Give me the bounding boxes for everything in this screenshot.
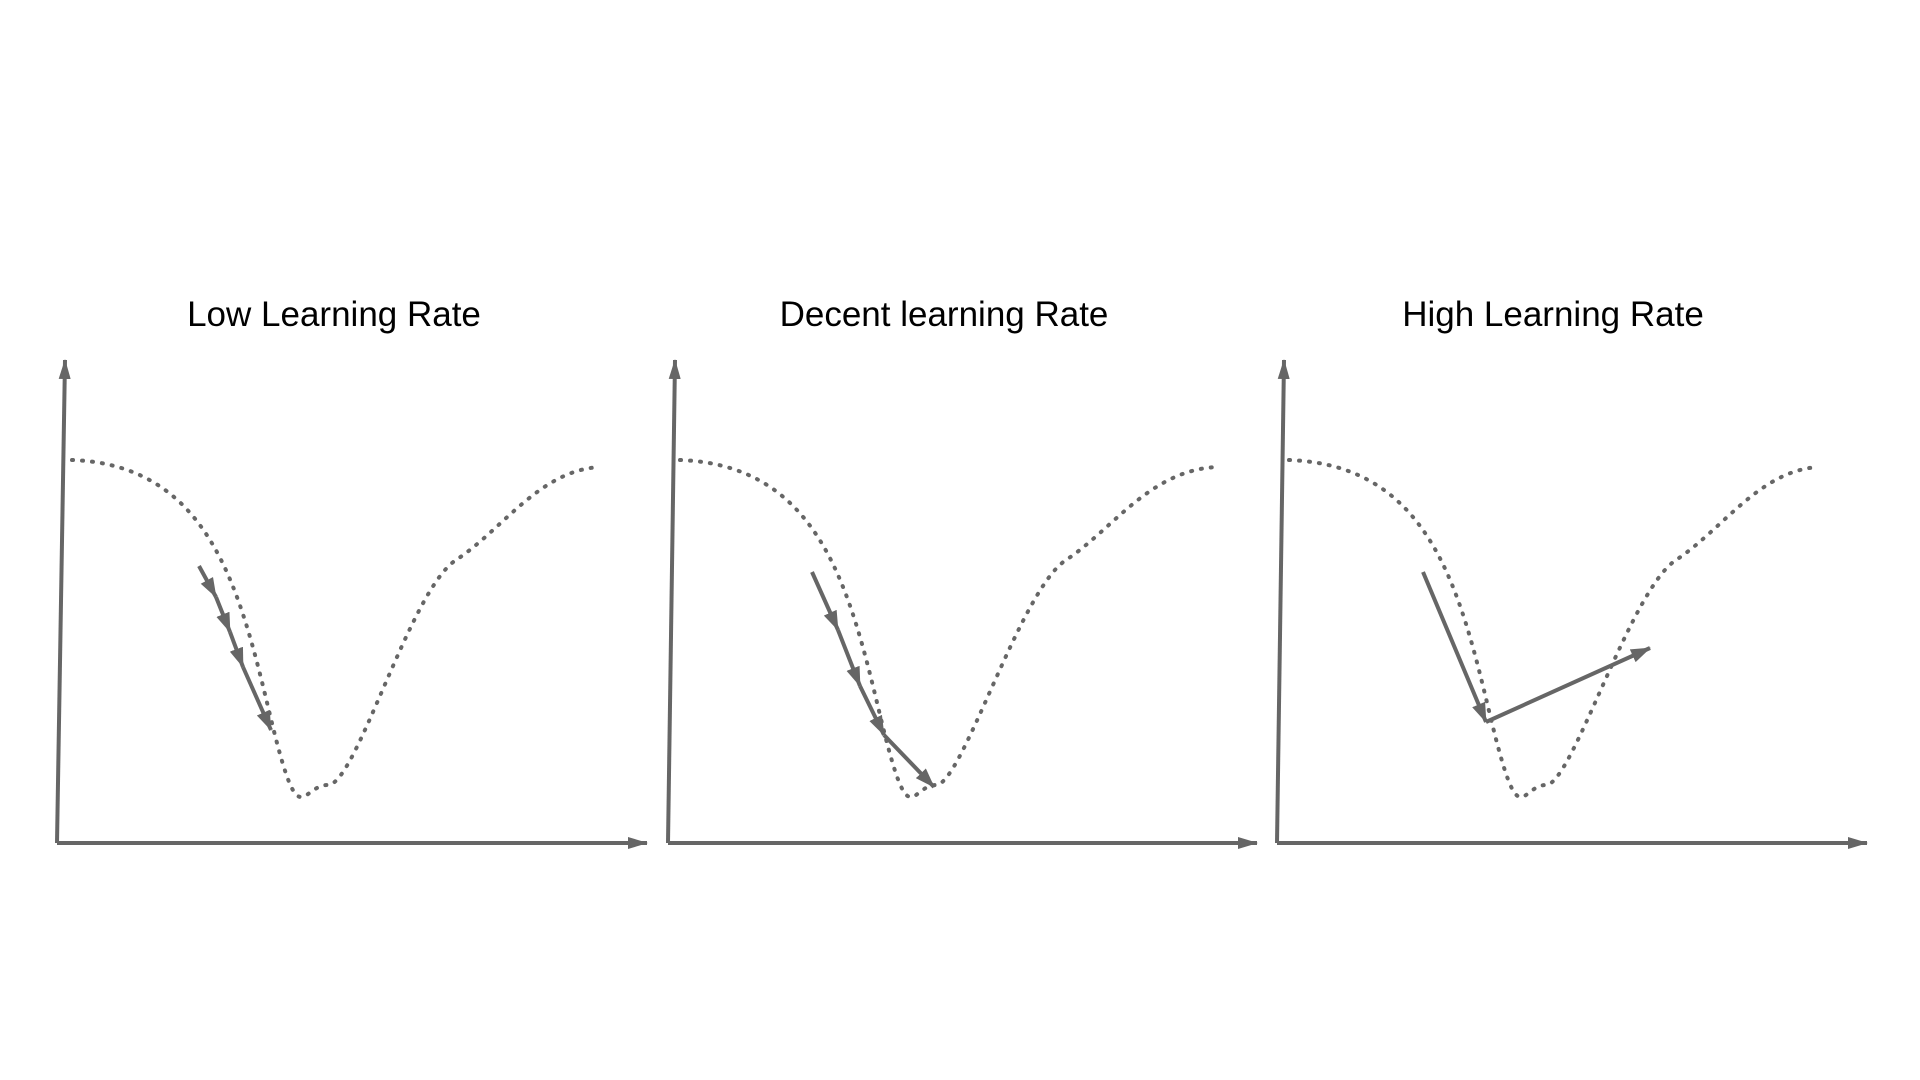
step-arrow	[882, 733, 936, 789]
loss-curve	[678, 458, 1219, 799]
step-arrow	[197, 565, 218, 598]
loss-curve	[1287, 458, 1821, 799]
step-arrow	[1485, 646, 1651, 724]
y-axis-arrow	[1275, 359, 1290, 844]
step-arrow	[1421, 571, 1488, 723]
step-arrow	[228, 631, 245, 668]
panel-low-learning-rate: Low Learning Rate	[55, 295, 648, 849]
step-arrow	[858, 685, 886, 736]
panel-high-learning-rate: High Learning Rate	[1275, 295, 1868, 849]
y-axis-arrow	[55, 359, 71, 844]
gradient-steps	[197, 565, 273, 731]
gradient-steps	[1421, 571, 1651, 724]
step-arrow	[214, 596, 232, 633]
step-arrow	[810, 571, 840, 631]
y-axis-arrow	[666, 359, 681, 844]
gradient-steps	[810, 571, 936, 789]
step-arrow	[241, 666, 273, 731]
step-arrow	[836, 629, 862, 687]
panel-title-decent: Decent learning Rate	[780, 295, 1109, 334]
panel-title-high: High Learning Rate	[1402, 295, 1704, 334]
panel-decent-learning-rate: Decent learning Rate	[666, 295, 1258, 849]
loss-curve	[70, 458, 602, 799]
panel-title-low: Low Learning Rate	[187, 295, 481, 334]
